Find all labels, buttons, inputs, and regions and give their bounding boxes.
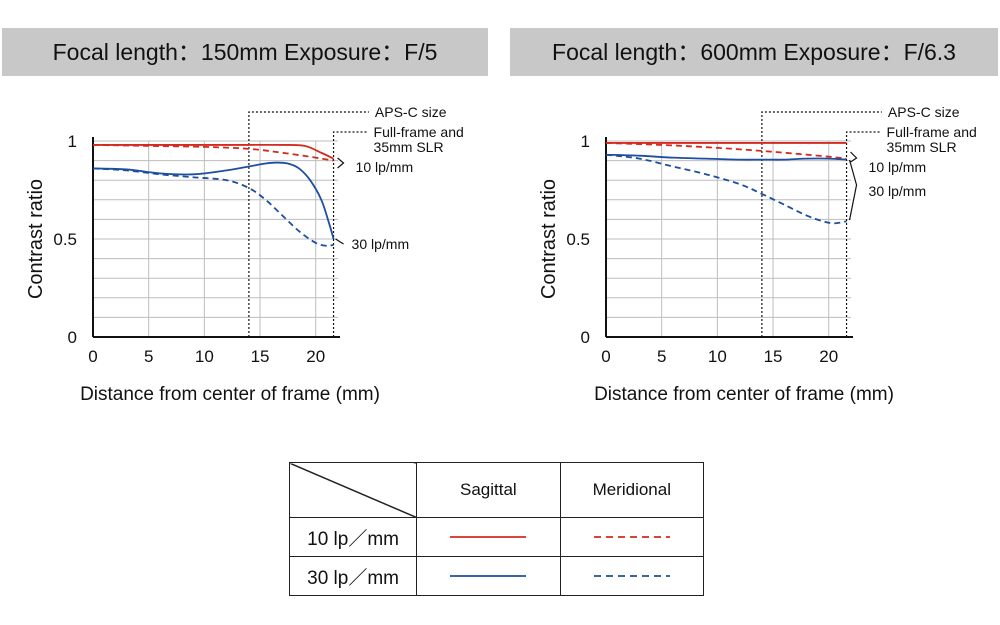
- chart-title-left: Focal length：150mm Exposure：F/5: [2, 28, 488, 76]
- legend-corner: [288, 462, 418, 518]
- legend-row-30: 30 lp／mm: [288, 556, 418, 596]
- x-axis-label: Distance from center of frame (mm): [594, 384, 894, 405]
- chart-title-right: Focal length：600mm Exposure：F/6.3: [510, 28, 998, 76]
- legend-col-sagittal: Sagittal: [416, 462, 561, 518]
- legend-30-meridional: [559, 556, 705, 596]
- y-tick-label: 0: [581, 328, 590, 347]
- series-blue-sagittal-right: [605, 153, 847, 161]
- legend-10-sagittal: [416, 517, 561, 557]
- annotation-pointer-30: [335, 238, 344, 245]
- legend-col-meridional: Meridional: [559, 462, 705, 518]
- legend-10-meridional: [559, 517, 705, 557]
- full-frame-boundary-line: [845, 131, 882, 337]
- series-blue-meridional-right: [605, 153, 847, 225]
- x-tick-label: 0: [601, 347, 610, 366]
- full-frame-boundary-line: [332, 131, 369, 337]
- annotation-10lpmm: 10 lp/mm: [356, 159, 414, 175]
- annotation-30lpmm: 30 lp/mm: [869, 183, 927, 199]
- x-tick-label: 10: [195, 347, 214, 366]
- x-tick-label: 5: [657, 347, 666, 366]
- aps-c-label: APS-C size: [888, 104, 960, 120]
- aps-c-boundary-line: [761, 111, 882, 337]
- annotation-bracket-30: [848, 159, 858, 221]
- annotation-bracket-10: [850, 151, 858, 163]
- aps-c-boundary-line: [248, 111, 369, 337]
- y-axis-label: Contrast ratio: [538, 179, 560, 299]
- full-frame-label-line2: 35mm SLR: [887, 139, 957, 155]
- annotation-10lpmm: 10 lp/mm: [869, 159, 927, 175]
- full-frame-label-line2: 35mm SLR: [374, 139, 444, 155]
- annotation-bracket-10: [337, 157, 345, 169]
- series-red-meridional-right: [605, 142, 847, 160]
- y-axis-label: Contrast ratio: [25, 179, 47, 299]
- series-red-sagittal-left: [92, 143, 334, 160]
- x-tick-label: 10: [708, 347, 727, 366]
- annotation-30lpmm: 30 lp/mm: [352, 236, 410, 252]
- series-red-meridional-left: [92, 144, 334, 162]
- y-tick-label: 0.5: [53, 230, 77, 249]
- y-tick-label: 0.5: [566, 230, 590, 249]
- x-axis-label: Distance from center of frame (mm): [80, 384, 380, 405]
- x-tick-label: 15: [764, 347, 783, 366]
- y-tick-label: 1: [68, 132, 77, 151]
- x-tick-label: 15: [251, 347, 270, 366]
- series-blue-meridional-left: [92, 167, 334, 247]
- full-frame-label-line1: Full-frame and: [374, 124, 464, 140]
- full-frame-label-line1: Full-frame and: [887, 124, 977, 140]
- x-tick-label: 0: [88, 347, 97, 366]
- x-tick-label: 5: [144, 347, 153, 366]
- series-blue-sagittal-left: [92, 161, 335, 240]
- y-tick-label: 0: [68, 328, 77, 347]
- legend-30-sagittal: [416, 556, 561, 596]
- y-tick-label: 1: [581, 132, 590, 151]
- x-tick-label: 20: [306, 347, 325, 366]
- legend-table: Sagittal Meridional 10 lp／mm 30 lp／mm: [288, 462, 705, 596]
- aps-c-label: APS-C size: [375, 104, 447, 120]
- legend-row-10: 10 lp／mm: [288, 517, 418, 557]
- x-tick-label: 20: [819, 347, 838, 366]
